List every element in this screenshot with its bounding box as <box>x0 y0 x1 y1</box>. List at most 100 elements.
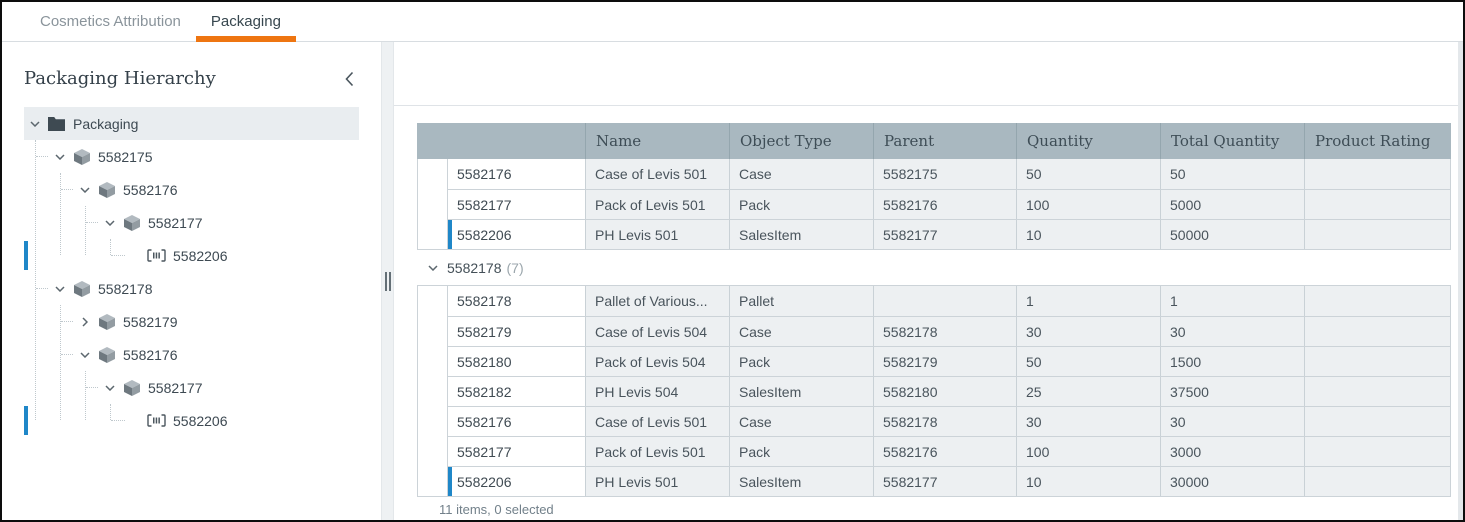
table-row[interactable]: 5582179 Case of Levis 504 Case 5582178 3… <box>448 316 1450 346</box>
cell-total-quantity[interactable]: 37500 <box>1160 377 1304 406</box>
cell-total-quantity[interactable]: 50 <box>1160 159 1304 189</box>
cell-name[interactable]: Case of Levis 504 <box>585 317 729 346</box>
column-header-parent[interactable]: Parent <box>873 123 1016 159</box>
cell-quantity[interactable]: 30 <box>1016 407 1160 436</box>
cell-quantity[interactable]: 100 <box>1016 190 1160 219</box>
column-header-product-rating[interactable]: Product Rating <box>1304 123 1451 159</box>
cell-product-rating[interactable] <box>1304 159 1450 189</box>
cell-product-rating[interactable] <box>1304 190 1450 219</box>
table-row[interactable]: 5582177 Pack of Levis 501 Pack 5582176 1… <box>448 436 1450 466</box>
chevron-down-icon[interactable] <box>27 116 43 132</box>
cell-name[interactable]: Pack of Levis 504 <box>585 347 729 376</box>
tree-item-5582177[interactable]: 5582177 <box>24 206 359 239</box>
cell-id[interactable]: 5582178 <box>448 286 585 316</box>
chevron-down-icon[interactable] <box>77 347 93 363</box>
column-header-object-type[interactable]: Object Type <box>729 123 873 159</box>
cell-product-rating[interactable] <box>1304 407 1450 436</box>
table-row[interactable]: 5582182 PH Levis 504 SalesItem 5582180 2… <box>448 376 1450 406</box>
cell-quantity[interactable]: 25 <box>1016 377 1160 406</box>
cell-object-type[interactable]: Pack <box>729 347 873 376</box>
chevron-down-icon[interactable] <box>77 182 93 198</box>
chevron-down-icon[interactable] <box>102 380 118 396</box>
column-header-name[interactable]: Name <box>585 123 729 159</box>
chevron-down-icon[interactable] <box>425 260 441 276</box>
cell-quantity[interactable]: 100 <box>1016 437 1160 466</box>
collapse-panel-button[interactable] <box>341 70 357 88</box>
cell-total-quantity[interactable]: 30 <box>1160 407 1304 436</box>
cell-object-type[interactable]: Case <box>729 407 873 436</box>
cell-name[interactable]: Pack of Levis 501 <box>585 190 729 219</box>
cell-id[interactable]: 5582180 <box>448 347 585 376</box>
panel-splitter[interactable] <box>381 42 394 520</box>
cell-product-rating[interactable] <box>1304 286 1450 316</box>
chevron-down-icon[interactable] <box>52 281 68 297</box>
cell-total-quantity[interactable]: 30000 <box>1160 467 1304 496</box>
cell-product-rating[interactable] <box>1304 347 1450 376</box>
tree-item-5582206[interactable]: 5582206 <box>24 404 359 437</box>
cell-id[interactable]: 5582177 <box>448 437 585 466</box>
cell-id[interactable]: 5582176 <box>448 407 585 436</box>
cell-quantity[interactable]: 50 <box>1016 347 1160 376</box>
cell-object-type[interactable]: SalesItem <box>729 377 873 406</box>
cell-quantity[interactable]: 10 <box>1016 467 1160 496</box>
cell-parent[interactable]: 5582176 <box>873 437 1016 466</box>
cell-quantity[interactable]: 10 <box>1016 220 1160 249</box>
tree-item-5582206[interactable]: 5582206 <box>24 239 359 272</box>
cell-parent[interactable]: 5582177 <box>873 220 1016 249</box>
cell-parent[interactable]: 5582177 <box>873 467 1016 496</box>
cell-id[interactable]: 5582206 <box>448 220 585 249</box>
tab-cosmetics-attribution[interactable]: Cosmetics Attribution <box>25 2 196 41</box>
cell-name[interactable]: PH Levis 501 <box>585 467 729 496</box>
table-row[interactable]: 5582178 Pallet of Various... Pallet 1 1 <box>448 286 1450 316</box>
cell-name[interactable]: Pack of Levis 501 <box>585 437 729 466</box>
cell-product-rating[interactable] <box>1304 377 1450 406</box>
cell-id[interactable]: 5582176 <box>448 159 585 189</box>
chevron-down-icon[interactable] <box>52 149 68 165</box>
cell-parent[interactable]: 5582178 <box>873 317 1016 346</box>
cell-total-quantity[interactable]: 50000 <box>1160 220 1304 249</box>
cell-name[interactable]: PH Levis 501 <box>585 220 729 249</box>
cell-parent[interactable]: 5582180 <box>873 377 1016 406</box>
column-header-total-quantity[interactable]: Total Quantity <box>1160 123 1304 159</box>
cell-product-rating[interactable] <box>1304 317 1450 346</box>
cell-product-rating[interactable] <box>1304 437 1450 466</box>
tree-item-5582177[interactable]: 5582177 <box>24 371 359 404</box>
cell-total-quantity[interactable]: 1 <box>1160 286 1304 316</box>
group-header-5582178[interactable]: 5582178 (7) <box>417 250 1451 285</box>
table-row[interactable]: 5582176 Case of Levis 501 Case 5582175 5… <box>448 159 1450 189</box>
cell-quantity[interactable]: 1 <box>1016 286 1160 316</box>
cell-name[interactable]: Case of Levis 501 <box>585 407 729 436</box>
cell-parent[interactable]: 5582176 <box>873 190 1016 219</box>
cell-total-quantity[interactable]: 1500 <box>1160 347 1304 376</box>
tab-packaging[interactable]: Packaging <box>195 2 297 42</box>
cell-id[interactable]: 5582182 <box>448 377 585 406</box>
cell-quantity[interactable]: 50 <box>1016 159 1160 189</box>
cell-object-type[interactable]: Pack <box>729 437 873 466</box>
tree-item-5582176[interactable]: 5582176 <box>24 173 359 206</box>
table-row[interactable]: 5582177 Pack of Levis 501 Pack 5582176 1… <box>448 189 1450 219</box>
cell-parent[interactable]: 5582175 <box>873 159 1016 189</box>
cell-parent[interactable] <box>873 286 1016 316</box>
cell-object-type[interactable]: SalesItem <box>729 467 873 496</box>
table-row[interactable]: 5582176 Case of Levis 501 Case 5582178 3… <box>448 406 1450 436</box>
chevron-down-icon[interactable] <box>102 215 118 231</box>
cell-object-type[interactable]: Pack <box>729 190 873 219</box>
tree-item-5582179[interactable]: 5582179 <box>24 305 359 338</box>
chevron-right-icon[interactable] <box>77 314 93 330</box>
cell-id[interactable]: 5582206 <box>448 467 585 496</box>
cell-name[interactable]: Case of Levis 501 <box>585 159 729 189</box>
cell-id[interactable]: 5582177 <box>448 190 585 219</box>
cell-object-type[interactable]: SalesItem <box>729 220 873 249</box>
cell-object-type[interactable]: Pallet <box>729 286 873 316</box>
cell-object-type[interactable]: Case <box>729 159 873 189</box>
vertical-scrollbar[interactable] <box>1458 42 1463 520</box>
cell-total-quantity[interactable]: 30 <box>1160 317 1304 346</box>
cell-name[interactable]: Pallet of Various... <box>585 286 729 316</box>
tree-item-packaging[interactable]: Packaging <box>24 107 359 140</box>
cell-product-rating[interactable] <box>1304 220 1450 249</box>
table-row[interactable]: 5582180 Pack of Levis 504 Pack 5582179 5… <box>448 346 1450 376</box>
tree-item-5582176[interactable]: 5582176 <box>24 338 359 371</box>
cell-product-rating[interactable] <box>1304 467 1450 496</box>
cell-total-quantity[interactable]: 3000 <box>1160 437 1304 466</box>
cell-id[interactable]: 5582179 <box>448 317 585 346</box>
